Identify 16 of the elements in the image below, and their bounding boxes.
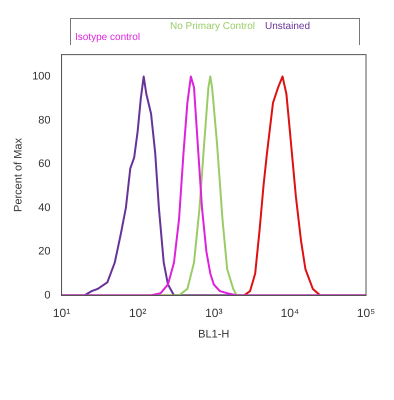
y-tick-label: 0 — [44, 289, 51, 302]
y-axis-title: Percent of Max — [12, 138, 25, 212]
y-tick-label: 100 — [32, 70, 51, 83]
y-tick-label: 20 — [38, 246, 51, 258]
y-tick-label: 40 — [38, 202, 51, 214]
y-tick-label: 80 — [38, 114, 51, 126]
text: No Primary Control — [170, 21, 255, 32]
x-tick-label: 10³ — [205, 306, 222, 320]
x-tick-label: 10⁴ — [280, 306, 300, 320]
x-tick-label: 10² — [128, 306, 146, 320]
x-tick-label: 10¹ — [52, 306, 70, 320]
x-axis-title: BL1-H — [198, 328, 230, 340]
text: Unstained — [265, 21, 310, 32]
text: Isotype control — [75, 32, 140, 43]
y-tick-label: 60 — [38, 158, 51, 170]
x-tick-label: 10⁵ — [356, 306, 376, 320]
